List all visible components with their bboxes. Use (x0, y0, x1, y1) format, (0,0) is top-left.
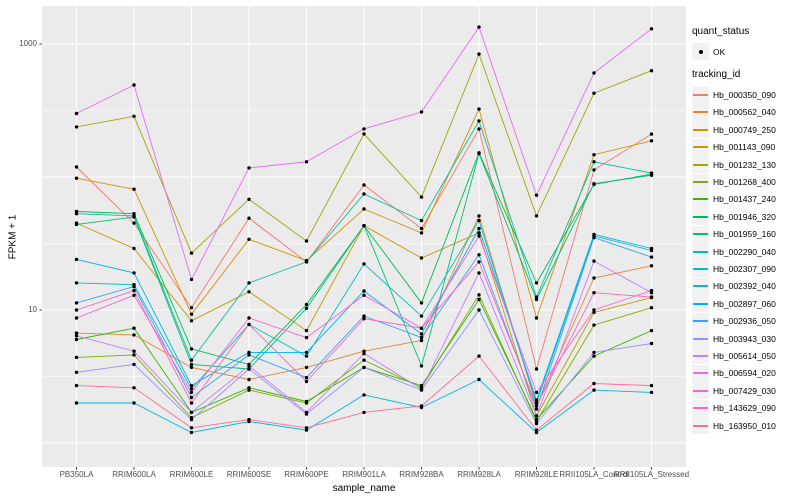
x-tick-label: RRIM600PE (284, 470, 329, 479)
legend-item: Hb_163950_010 (692, 417, 798, 434)
legend-title-quant-status: quant_status (692, 26, 750, 37)
x-tick-label: RRIM928LA (457, 470, 501, 479)
legend-key-line-icon (692, 382, 709, 400)
legend-key-line-icon (692, 312, 709, 330)
legend-key-line-icon (692, 190, 709, 208)
legend-key-line-icon (692, 208, 709, 226)
legend-title-tracking-id: tracking_id (692, 69, 741, 81)
legend-item-label: Hb_003943_030 (713, 333, 776, 344)
legend-item-quant-ok: OK (692, 43, 798, 61)
legend-item: Hb_000350_090 (692, 86, 798, 104)
legend-item: Hb_005614_050 (692, 347, 798, 365)
legend-item: Hb_006594_020 (692, 364, 798, 382)
legend-item-label: Hb_002290_040 (713, 246, 776, 257)
legend-item-label: Hb_002307_090 (713, 263, 776, 274)
legend-key-line-icon (692, 347, 709, 365)
legend-item-label: Hb_001959_160 (713, 229, 776, 240)
legend-item-label: Hb_001143_090 (713, 142, 776, 153)
legend-item-label: Hb_001268_400 (713, 177, 776, 188)
legend-key-line-icon (692, 364, 709, 382)
y-tick-label: 1000 (19, 39, 37, 48)
legend-key-line-icon (692, 138, 709, 156)
legend-item: Hb_002307_090 (692, 260, 798, 278)
legend-item: Hb_001959_160 (692, 225, 798, 243)
legend-item-label: Hb_002936_050 (713, 316, 776, 327)
legend-item-label: Hb_001437_240 (713, 194, 776, 205)
legend-item-label: Hb_001946_320 (713, 211, 776, 222)
legend-item: Hb_143629_090 (692, 399, 798, 417)
legend-key-line-icon (692, 173, 709, 191)
legend-item-label: Hb_007429_030 (713, 385, 776, 396)
legend-item-label: Hb_163950_010 (713, 420, 776, 431)
x-tick-label: RRIM901LA (342, 470, 386, 479)
x-tick-label: RRIM928LE (514, 470, 559, 479)
x-tick-label: RRIM928BA (399, 470, 444, 479)
legend-item-label: Hb_002897_060 (713, 298, 776, 309)
legend-key-line-icon (692, 86, 709, 104)
legend-key-line-icon (692, 225, 709, 243)
legend-key-line-icon (692, 260, 709, 278)
legend-key-line-icon (692, 156, 709, 174)
legend-item: Hb_000562_040 (692, 103, 798, 121)
y-axis-title: FPKM + 1 (7, 214, 19, 260)
x-tick-label: RRII105LA_Stressed (613, 470, 690, 479)
legend-item: Hb_000749_250 (692, 121, 798, 139)
legend-item: Hb_001946_320 (692, 208, 798, 226)
legend: quant_status OK tracking_id Hb_000350_09… (692, 26, 798, 434)
legend-item-label: Hb_006594_020 (713, 368, 776, 379)
x-tick-label: RRII105LA_Control (559, 470, 629, 479)
legend-item-label: Hb_000749_250 (713, 124, 776, 135)
legend-item: Hb_002936_050 (692, 312, 798, 330)
legend-item-label: Hb_143629_090 (713, 403, 776, 414)
legend-item: Hb_001143_090 (692, 138, 798, 156)
legend-item-label: OK (713, 46, 726, 57)
legend-key-line-icon (692, 103, 709, 121)
legend-item-label: Hb_005614_050 (713, 350, 776, 361)
x-tick-label: RRIM600LA (112, 470, 156, 479)
legend-key-line-icon (692, 277, 709, 295)
x-tick-label: RRIM600LE (169, 470, 214, 479)
legend-key-line-icon (692, 417, 709, 434)
legend-key-line-icon (692, 399, 709, 417)
legend-item: Hb_007429_030 (692, 382, 798, 400)
x-axis-tick-labels: PB350LA RRIM600LA RRIM600LE RRIM600SE RRIM60… (0, 470, 800, 482)
legend-tracking-items: Hb_000350_090 Hb_000562_040 Hb_000749_250 H… (692, 86, 798, 434)
legend-item-label: Hb_000350_090 (713, 90, 776, 101)
legend-key-line-icon (692, 243, 709, 261)
legend-key-point-icon (692, 43, 709, 61)
legend-item: Hb_001268_400 (692, 173, 798, 191)
legend-item: Hb_002290_040 (692, 243, 798, 261)
x-tick-label: PB350LA (59, 470, 94, 479)
y-tick-label: 10 (28, 305, 37, 314)
legend-item-label: Hb_002392_040 (713, 281, 776, 292)
legend-key-line-icon (692, 295, 709, 313)
legend-item-label: Hb_000562_040 (713, 107, 776, 118)
legend-item-label: Hb_001232_130 (713, 159, 776, 170)
legend-key-line-icon (692, 121, 709, 139)
x-axis-title: sample_name (332, 483, 396, 494)
legend-item: Hb_001437_240 (692, 190, 798, 208)
legend-key-line-icon (692, 330, 709, 348)
legend-item: Hb_002392_040 (692, 277, 798, 295)
legend-item: Hb_001232_130 (692, 156, 798, 174)
x-tick-label: RRIM600SE (226, 470, 272, 479)
legend-item: Hb_002897_060 (692, 295, 798, 313)
legend-item: Hb_003943_030 (692, 330, 798, 348)
